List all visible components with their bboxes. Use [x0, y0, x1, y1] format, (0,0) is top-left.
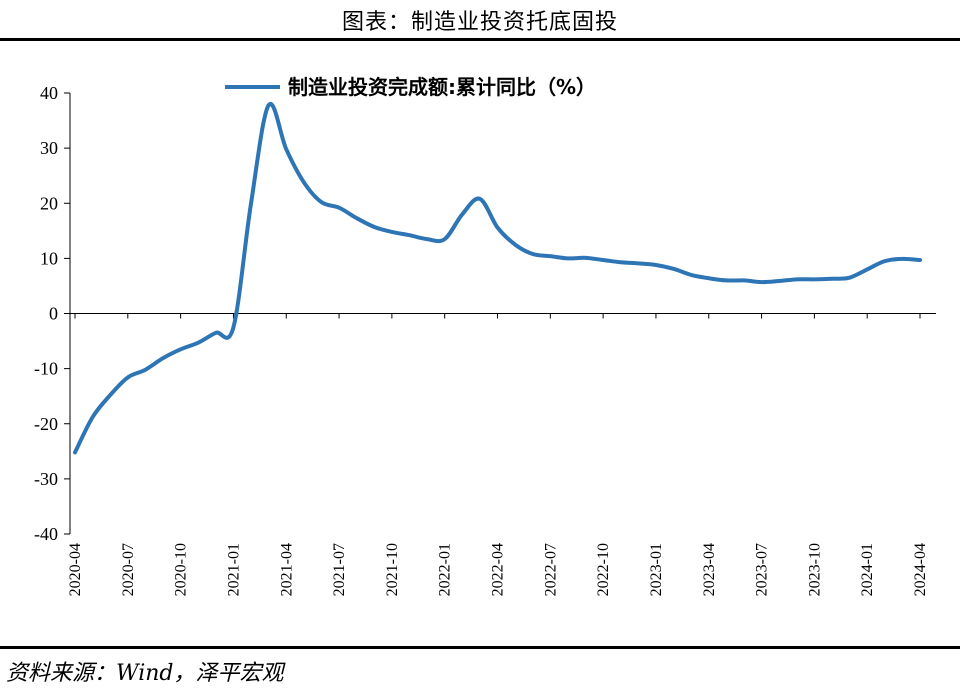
y-tick-label: -40 — [34, 524, 58, 544]
x-tick-label: 2020-10 — [173, 543, 190, 596]
y-tick-label: 0 — [49, 304, 58, 324]
x-tick-label: 2020-04 — [67, 543, 84, 596]
y-tick-label: -30 — [34, 469, 58, 489]
x-tick-label: 2023-01 — [648, 543, 665, 596]
legend-label: 制造业投资完成额:累计同比（%） — [288, 75, 596, 99]
series-line — [73, 101, 922, 455]
top-rule — [0, 38, 960, 41]
x-tick-label: 2024-04 — [912, 543, 929, 596]
x-tick-label: 2024-01 — [859, 543, 876, 596]
y-tick-label: 40 — [40, 83, 58, 103]
source-note: 资料来源：Wind，泽平宏观 — [6, 661, 284, 686]
series-layer — [73, 101, 922, 455]
x-tick-label: 2022-04 — [490, 543, 507, 596]
legend: 制造业投资完成额:累计同比（%） — [225, 75, 596, 99]
figure-title: 图表：制造业投资托底固投 — [341, 10, 618, 35]
y-tick-label: 10 — [40, 248, 58, 268]
y-tick-label: 30 — [40, 138, 58, 158]
y-tick-label: -10 — [34, 359, 58, 379]
x-tick-label: 2023-10 — [806, 543, 823, 596]
x-tick-label: 2022-01 — [437, 543, 454, 596]
x-tick-label: 2022-07 — [542, 543, 559, 596]
x-tick-label: 2021-07 — [331, 543, 348, 596]
x-tick-label: 2021-04 — [278, 543, 295, 596]
y-tick-label: 20 — [40, 193, 58, 213]
axes: 40 30 20 10 0 -10 -20 -30 -40 2020-04 2020-07 2020-… — [34, 83, 936, 596]
x-tick-label: 2022-10 — [595, 543, 612, 596]
x-tick-label: 2021-10 — [384, 543, 401, 596]
x-tick-label: 2021-01 — [225, 543, 242, 596]
x-tick-label: 2020-07 — [120, 543, 137, 596]
y-tick-label: -20 — [34, 414, 58, 434]
bottom-rule — [0, 646, 960, 649]
x-tick-label: 2023-04 — [701, 543, 718, 596]
x-tick-label: 2023-07 — [754, 543, 771, 596]
